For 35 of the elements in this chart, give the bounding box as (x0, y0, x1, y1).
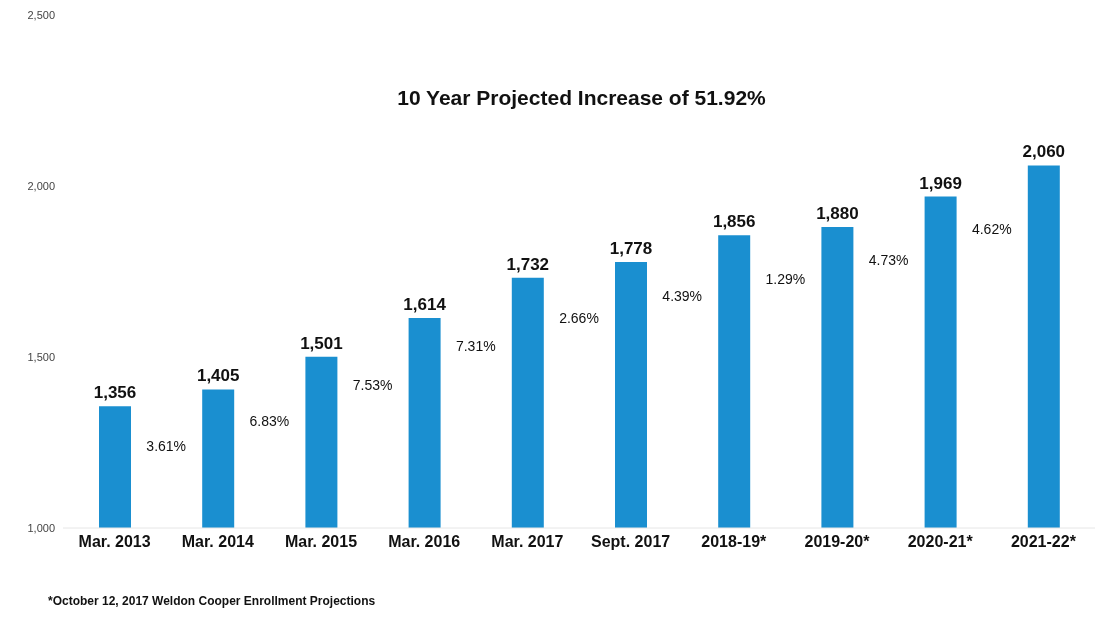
x-tick-label: Mar. 2017 (491, 533, 564, 551)
annotation: 4.62% (971, 220, 1012, 237)
x-tick-label: 2021-22* (1010, 533, 1077, 551)
x-tick-label: Mar. 2016 (388, 533, 461, 551)
data-label: 1,856 (712, 212, 756, 232)
annotation: 4.39% (662, 288, 703, 305)
x-tick-label: 2018-19* (701, 533, 768, 551)
annotation: 7.31% (455, 337, 496, 354)
x-tick-label: 2019-20* (804, 533, 871, 551)
x-tick-label: Mar. 2013 (78, 533, 151, 551)
y-tick-label: 1,500 (27, 350, 55, 363)
data-label: 1,880 (816, 204, 859, 224)
data-label: 1,732 (506, 254, 550, 274)
annotation: 4.73% (868, 251, 909, 268)
y-tick-label: 1,000 (27, 521, 55, 534)
annotation: 6.83% (249, 412, 290, 429)
data-label: 1,614 (403, 295, 447, 315)
y-tick-label: 2,000 (27, 179, 55, 192)
data-label: 2,060 (1022, 142, 1066, 162)
text: *October 12, 2017 Weldon Cooper Enrollment Projections (48, 594, 376, 608)
text: 10 Year Projected Increase of 51.92% (396, 86, 767, 110)
y-tick-label: 2,500 (27, 8, 55, 21)
x-tick-label: 2020-21* (907, 533, 974, 551)
data-label: 1,405 (196, 366, 240, 386)
data-label: 1,969 (919, 173, 962, 193)
annotation: 2.66% (559, 309, 599, 326)
data-label: 1,778 (609, 238, 653, 258)
annotation: 3.61% (146, 437, 187, 454)
data-label: 1,501 (300, 333, 343, 353)
x-tick-label: Mar. 2014 (181, 533, 254, 551)
x-tick-label: Sept. 2017 (591, 533, 671, 551)
annotation: 1.29% (765, 270, 806, 287)
annotation: 7.53% (352, 377, 393, 394)
data-label: 1,356 (93, 383, 137, 403)
x-tick-label: Mar. 2015 (284, 533, 358, 551)
